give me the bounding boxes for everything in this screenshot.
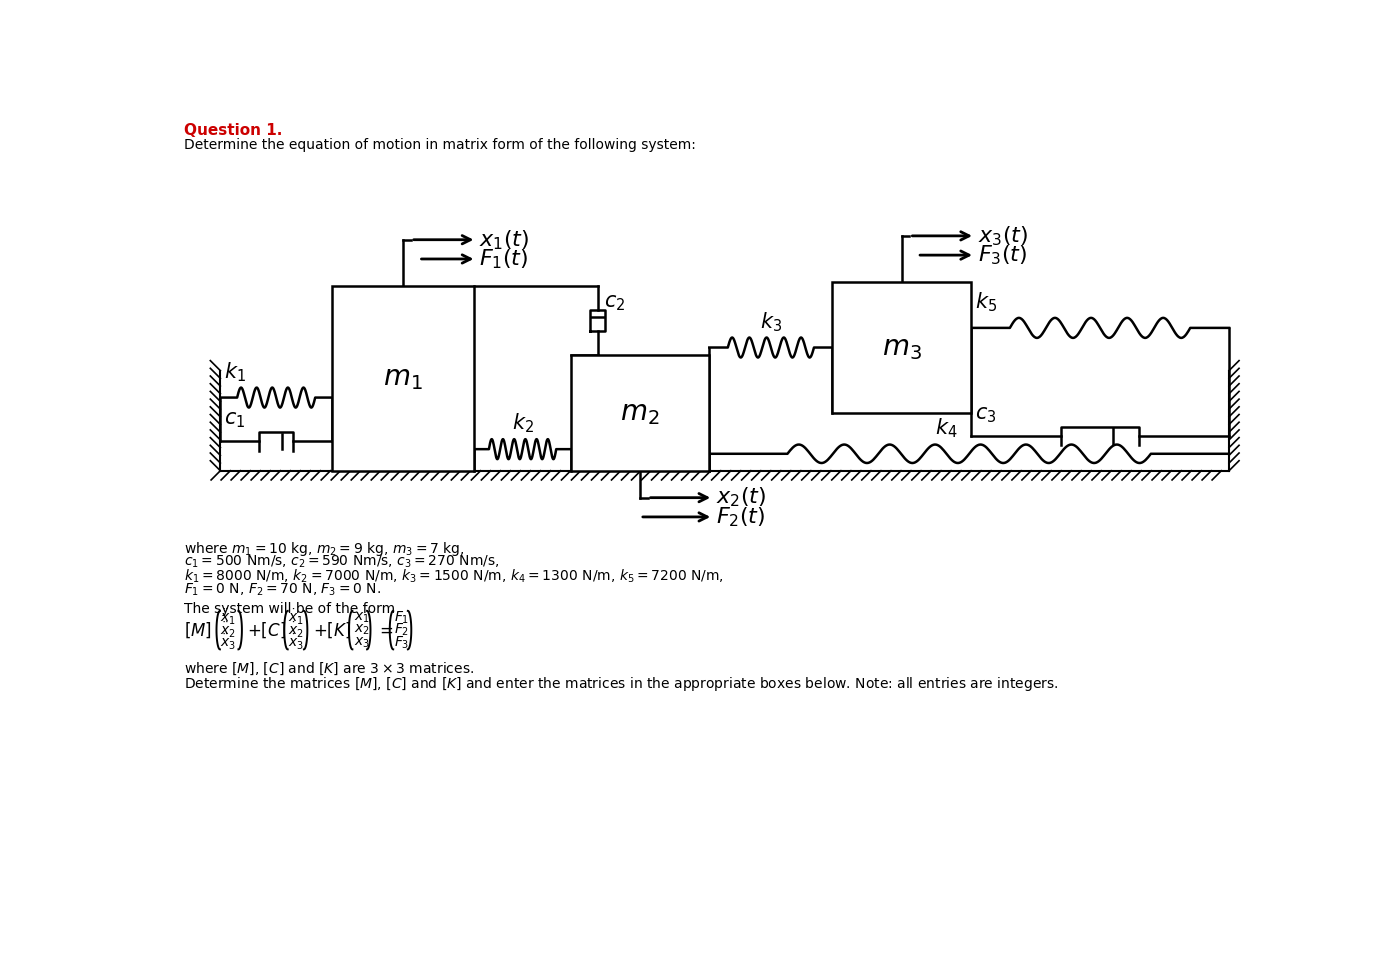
Text: Determine the matrices $[M]$, $[C]$ and $[K]$ and enter the matrices in the appr: Determine the matrices $[M]$, $[C]$ and …	[184, 675, 1058, 692]
Text: $F_1$: $F_1$	[394, 610, 409, 626]
Text: $x_1$: $x_1$	[355, 611, 370, 625]
Text: $+ [C]$: $+ [C]$	[247, 620, 286, 640]
Text: $\dot{x}_2$: $\dot{x}_2$	[288, 620, 304, 640]
Text: $c_1$: $c_1$	[225, 410, 246, 430]
Text: $[M]$: $[M]$	[184, 620, 212, 640]
Text: $F_3$: $F_3$	[394, 634, 409, 651]
Text: where $m_1 = 10$ kg, $m_2 = 9$ kg, $m_3 = 7$ kg,: where $m_1 = 10$ kg, $m_2 = 9$ kg, $m_3 …	[184, 540, 465, 558]
Text: Question 1.: Question 1.	[184, 122, 282, 138]
Text: $x_1(t)$: $x_1(t)$	[479, 228, 530, 251]
Text: $m_3$: $m_3$	[882, 333, 921, 361]
Text: $k_3$: $k_3$	[759, 310, 782, 334]
Text: $x_2(t)$: $x_2(t)$	[716, 486, 766, 510]
Bar	[571, 355, 709, 471]
Text: $F_1(t)$: $F_1(t)$	[479, 248, 529, 271]
Text: $k_4$: $k_4$	[935, 417, 958, 440]
Text: The system will be of the form: The system will be of the form	[184, 602, 395, 617]
Text: $\dot{x}_3$: $\dot{x}_3$	[288, 633, 304, 652]
Text: $k_5$: $k_5$	[974, 290, 997, 314]
Text: $=$: $=$	[376, 621, 394, 639]
Text: Determine the equation of motion in matrix form of the following system:: Determine the equation of motion in matr…	[184, 138, 697, 152]
Text: $F_1 = 0$ N, $F_2 = 70$ N, $F_3 = 0$ N.: $F_1 = 0$ N, $F_2 = 70$ N, $F_3 = 0$ N.	[184, 582, 381, 598]
Text: $k_1 = 8000$ N/m, $k_2 = 7000$ N/m, $k_3 = 1500$ N/m, $k_4 = 1300$ N/m, $k_5 = 7: $k_1 = 8000$ N/m, $k_2 = 7000$ N/m, $k_3…	[184, 568, 725, 586]
Text: $\dot{x}_1$: $\dot{x}_1$	[288, 608, 304, 627]
Text: $c_2$: $c_2$	[604, 293, 625, 313]
Text: $k_1$: $k_1$	[225, 360, 246, 384]
Text: $x_3(t)$: $x_3(t)$	[979, 224, 1029, 248]
Text: $x_2$: $x_2$	[355, 623, 370, 637]
Text: $c_3$: $c_3$	[974, 405, 997, 424]
Text: $F_2$: $F_2$	[394, 621, 409, 638]
Bar	[832, 282, 972, 413]
Text: $m_1$: $m_1$	[384, 364, 423, 392]
Text: $F_2(t)$: $F_2(t)$	[716, 505, 765, 529]
Text: where $[M]$, $[C]$ and $[K]$ are $3 \times 3$ matrices.: where $[M]$, $[C]$ and $[K]$ are $3 \tim…	[184, 661, 475, 677]
Text: $\ddot{x}_2$: $\ddot{x}_2$	[221, 620, 236, 640]
Text: $F_3(t)$: $F_3(t)$	[979, 244, 1027, 267]
Text: $x_3$: $x_3$	[355, 635, 370, 650]
Text: $+ [K]$: $+ [K]$	[313, 620, 352, 640]
Bar	[332, 285, 475, 471]
Text: $\ddot{x}_3$: $\ddot{x}_3$	[221, 633, 236, 652]
Text: $c_1 = 500$ Nm/s, $c_2 = 590$ Nm/s, $c_3 = 270$ Nm/s,: $c_1 = 500$ Nm/s, $c_2 = 590$ Nm/s, $c_3…	[184, 553, 500, 570]
Text: $k_2$: $k_2$	[511, 412, 533, 435]
Text: $\ddot{x}_1$: $\ddot{x}_1$	[221, 608, 236, 627]
Text: $m_2$: $m_2$	[620, 399, 660, 427]
